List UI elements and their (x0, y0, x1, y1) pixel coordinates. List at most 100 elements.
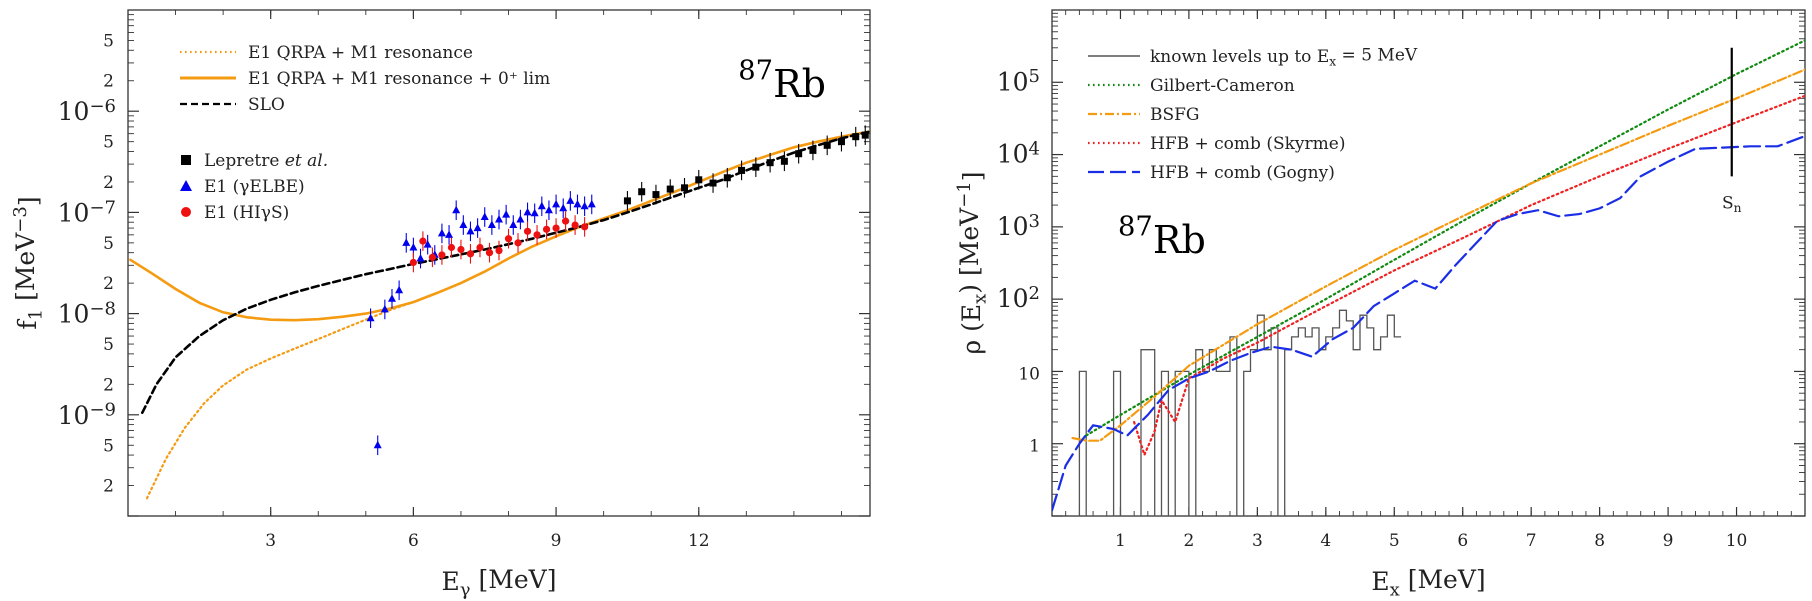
series-e1-elbe--point (495, 215, 503, 223)
series-e1-hi-s--point (581, 223, 589, 231)
x-tick-label: 4 (1320, 531, 1331, 551)
series-e1-elbe--point (423, 240, 432, 248)
y-tick-label: 10−8 (58, 299, 116, 329)
right-panel: 1 2 3 4 5 6 7 8 9 10 1 10 102 103 104 105 Ex [MeV] ρ (Ex)… (954, 9, 1806, 601)
legend-entry: BSFG (1150, 105, 1200, 125)
series-lepretre-et-al--point (666, 185, 674, 193)
series-lepretre-et-al--point (738, 166, 746, 174)
series-e1-hi-s--point (438, 251, 446, 259)
series-lepretre-et-al--point (809, 146, 817, 154)
series-e1-elbe--point (573, 199, 582, 208)
series-lepretre-et-al--point (623, 197, 631, 205)
series-e1-elbe--point (559, 203, 568, 212)
y-tick-label: 10 (1018, 364, 1040, 384)
x-tick-label: 5 (1389, 531, 1400, 551)
series-lepretre-et-al--point (795, 150, 803, 158)
x-tick-label: 3 (1252, 531, 1263, 551)
x-axis-title: Eγ [MeV] (442, 565, 557, 601)
legend-entry: HFB + comb (Gogny) (1150, 163, 1335, 183)
sn-marker-label: Sn (1722, 193, 1742, 215)
series-e1-elbe--point (537, 201, 546, 210)
x-axis-title: Ex [MeV] (1371, 565, 1485, 601)
series-e1-elbe--point (516, 215, 525, 223)
legend-entry: HFB + comb (Skyrme) (1150, 134, 1345, 154)
x-tick-label: 1 (1115, 531, 1126, 551)
left-panel: 3 6 9 12 10−9 10−8 10−7 10−6 2 5 2 5 2 5 2 5 2 5 Eγ [MeV] f… (10, 9, 871, 601)
plot-area (1052, 39, 1805, 516)
legend-entry: known levels up to Ex = 5 MeV (1150, 46, 1418, 69)
nucleus-label: 87Rb (738, 56, 826, 106)
series-e1-hi-s--point (571, 221, 579, 229)
series-e1-elbe--point (416, 254, 425, 262)
x-tick-label: 8 (1594, 531, 1605, 551)
series-e1-hi-s--point (419, 237, 427, 245)
series-e1-elbe--point (566, 196, 575, 204)
series-e1-hi-s--point (447, 243, 456, 252)
y-minor-tick-label: 5 (103, 31, 114, 51)
series-e1-elbe--point (480, 212, 489, 221)
series-e1-elbe--point (580, 201, 589, 210)
legend-marker (180, 180, 192, 191)
x-tick-label: 6 (408, 531, 419, 551)
series-e1-elbe--point (544, 205, 553, 214)
plot-area (129, 125, 870, 500)
y-tick-label: 1 (1029, 437, 1040, 457)
series-hfb-comb-skyrme--line (1132, 94, 1805, 459)
series-e1-elbe--point (437, 228, 446, 237)
series-e1-elbe--point (473, 223, 482, 232)
legend-entry: E1 QRPA + M1 resonance + 0⁺ lim (248, 69, 550, 89)
series-lepretre-et-al--point (652, 191, 660, 199)
series-e1-hi-s--point (495, 246, 503, 255)
y-tick-label: 10−6 (58, 96, 116, 126)
y-tick-label: 103 (997, 211, 1040, 241)
series-e1-elbe--point (509, 220, 518, 229)
y-minor-tick-label: 2 (103, 477, 114, 497)
series-e1-elbe--point (530, 208, 539, 217)
series-lepretre-et-al--point (766, 159, 774, 167)
series-e1-elbe--point (402, 238, 411, 246)
series-bsfg-line (1071, 68, 1805, 442)
series-e1-elbe--point (552, 199, 561, 208)
y-minor-tick-label: 5 (103, 436, 114, 456)
series-e1-hi-s--point (552, 224, 560, 232)
legend-entry: E1 (γELBE) (204, 177, 305, 197)
x-tick-label: 6 (1457, 531, 1468, 551)
legend-entry: SLO (248, 95, 285, 115)
series-gilbert-cameron-line (1085, 39, 1805, 437)
series-lepretre-et-al--point (780, 157, 788, 165)
y-axis-title: f1 [MeV−3] (10, 196, 47, 329)
legend: known levels up to Ex = 5 MeV Gilbert-Cam… (1088, 46, 1418, 183)
y-tick-label: 10−7 (58, 197, 116, 227)
series-lepretre-et-al--point (723, 174, 731, 182)
series-e1-elbe--point (587, 199, 596, 208)
series-e1-elbe--point (466, 226, 475, 235)
series-e1-hi-s--point (485, 249, 494, 257)
y-minor-tick-label: 2 (103, 375, 114, 395)
series-hfb-comb-gogny--line (1052, 135, 1805, 512)
series-lepretre-et-al--point (752, 163, 760, 171)
nucleus-label: 87Rb (1118, 212, 1206, 262)
series-lepretre-et-al--point (852, 133, 860, 141)
legend-marker (181, 207, 191, 217)
series-lepretre-et-al--point (695, 176, 703, 184)
series-e1-elbe--point (395, 285, 404, 294)
x-tick-label: 2 (1183, 531, 1194, 551)
y-minor-tick-label: 5 (103, 133, 114, 153)
legend-entry: Gilbert-Cameron (1150, 76, 1295, 96)
series-e1-hi-s--point (409, 258, 417, 267)
plot-frame (1051, 9, 1806, 517)
series-lepretre-et-al--point (638, 188, 646, 196)
series-e1-qrpa-m1-resonance-0-lim-line (129, 130, 870, 322)
series-e1-elbe--point (409, 242, 418, 251)
x-tick-label: 12 (688, 531, 710, 551)
series-e1-elbe--point (387, 294, 396, 302)
series-slo-line (141, 130, 870, 415)
legend: E1 QRPA + M1 resonance E1 QRPA + M1 reson… (180, 43, 550, 223)
series-e1-hi-s--point (542, 225, 551, 233)
y-minor-tick-label: 2 (103, 274, 114, 294)
series-e1-elbe--point (487, 220, 496, 229)
x-tick-label: 10 (1726, 531, 1748, 551)
series-lepretre-et-al--point (681, 184, 688, 192)
x-tick-label: 7 (1526, 531, 1537, 551)
